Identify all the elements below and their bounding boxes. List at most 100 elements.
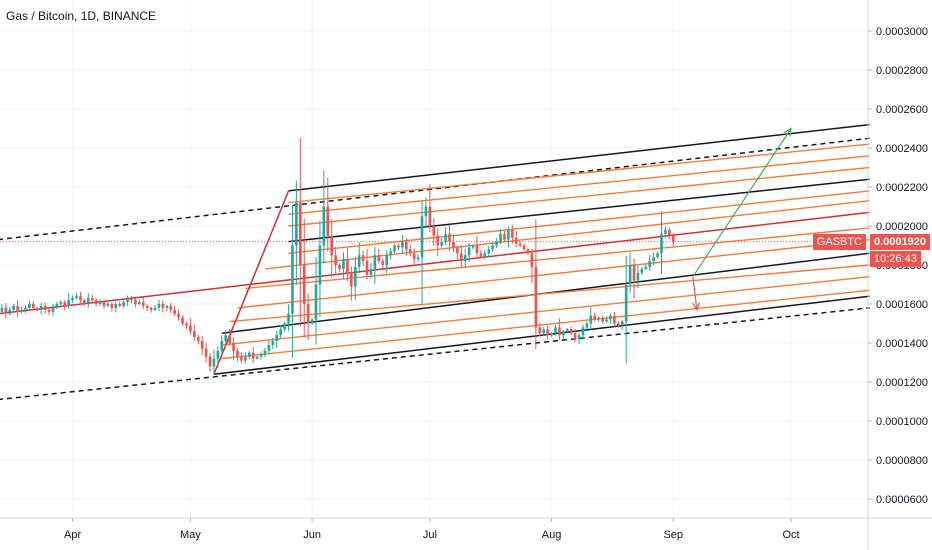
candle-body xyxy=(357,255,361,267)
candle-body xyxy=(620,321,624,326)
candle-body xyxy=(452,241,455,248)
candle-body xyxy=(122,302,125,306)
time-tick-label: Jun xyxy=(303,529,321,541)
candle-body xyxy=(299,202,302,265)
candle-body xyxy=(401,241,404,248)
time-tick-label: Aug xyxy=(542,529,562,541)
candlestick-series xyxy=(0,137,675,376)
time-tick-label: Oct xyxy=(782,529,799,541)
candle-body xyxy=(12,305,16,310)
candle-body xyxy=(420,216,424,258)
time-tick-label: May xyxy=(180,529,201,541)
candle-body xyxy=(573,333,577,340)
candle-body xyxy=(275,335,279,342)
fan-2 xyxy=(288,155,870,215)
candle-body xyxy=(617,323,620,326)
price-tick-label: 0.0003000 xyxy=(876,26,928,38)
candle-body xyxy=(326,206,330,236)
candle-body xyxy=(98,302,102,304)
channel-mid-upper xyxy=(288,178,870,243)
candle-body xyxy=(597,317,600,320)
candle-body xyxy=(671,235,675,242)
candle-body xyxy=(424,206,428,217)
candle-body xyxy=(153,307,157,310)
candle-body xyxy=(585,323,589,328)
candle-body xyxy=(306,304,310,324)
channel-upper xyxy=(288,123,870,192)
candle-body xyxy=(141,302,145,306)
candle-body xyxy=(440,241,443,246)
candle-body xyxy=(271,341,275,345)
projection-arrows[interactable] xyxy=(692,127,792,312)
candle-body xyxy=(71,298,74,301)
candle-body xyxy=(90,298,94,301)
candle-body xyxy=(613,315,616,324)
candle-body xyxy=(8,309,12,314)
candle-body xyxy=(86,298,90,304)
candle-body xyxy=(228,335,231,343)
candle-body xyxy=(491,245,494,250)
candle-body xyxy=(200,341,204,349)
candle-body xyxy=(193,331,196,338)
fan-1 xyxy=(288,143,870,204)
fan-6 xyxy=(245,227,870,290)
candle-body xyxy=(126,298,129,303)
candle-body xyxy=(459,253,463,262)
candle-body xyxy=(318,245,322,285)
price-tick-label: 0.0002600 xyxy=(876,104,928,116)
chart-title: Gas / Bitcoin, 1D, BINANCE xyxy=(6,9,157,23)
candle-body xyxy=(255,356,259,359)
candle-body xyxy=(208,356,212,367)
candle-body xyxy=(83,300,86,304)
candle-body xyxy=(0,307,4,312)
candle-body xyxy=(114,304,118,308)
candle-body xyxy=(196,337,200,342)
candle-body xyxy=(640,268,644,273)
candle-body xyxy=(660,233,663,254)
candle-body xyxy=(161,304,165,308)
pitchfork-drawing[interactable] xyxy=(0,123,870,401)
candle-body xyxy=(601,317,604,322)
up-projection-arrow-head xyxy=(783,127,792,137)
candle-body xyxy=(577,335,581,340)
candle-body xyxy=(369,268,373,275)
price-tick-label: 0.0001600 xyxy=(876,299,928,311)
candle-body xyxy=(181,317,184,324)
candle-body xyxy=(51,307,55,312)
candle-body xyxy=(412,253,416,260)
candle-body xyxy=(169,305,173,310)
candle-body xyxy=(24,307,27,310)
time-axis[interactable]: Apr May Jun Jul Aug Sep Oct xyxy=(0,517,932,541)
candle-body xyxy=(644,266,648,269)
channel-upper-dashed xyxy=(0,137,870,241)
candle-body xyxy=(251,352,255,359)
candle-body xyxy=(377,255,381,262)
price-tick-label: 0.0001200 xyxy=(876,377,928,389)
candle-body xyxy=(534,266,538,328)
candle-body xyxy=(416,257,420,260)
candle-body xyxy=(236,350,239,357)
candle-body xyxy=(507,229,510,240)
candle-body xyxy=(118,304,122,306)
fan-9 xyxy=(221,276,870,346)
candle-body xyxy=(444,233,447,242)
candle-body xyxy=(244,356,247,361)
candle-body xyxy=(393,245,396,252)
candle-body xyxy=(338,265,341,269)
candle-body xyxy=(569,329,573,334)
candle-body xyxy=(204,348,208,357)
candle-body xyxy=(550,333,553,336)
candle-body xyxy=(463,255,467,262)
bar-countdown-tag: 10:26:43 xyxy=(870,250,921,267)
candle-body xyxy=(385,255,388,265)
candle-body xyxy=(609,315,612,320)
candle-body xyxy=(432,226,436,236)
candle-body xyxy=(279,329,282,336)
channel-lower-dashed xyxy=(0,307,870,401)
candle-body xyxy=(471,245,475,248)
candle-body xyxy=(216,350,220,359)
price-tick-label: 0.0000600 xyxy=(876,494,928,506)
candle-body xyxy=(511,229,514,238)
candle-body xyxy=(334,255,337,265)
